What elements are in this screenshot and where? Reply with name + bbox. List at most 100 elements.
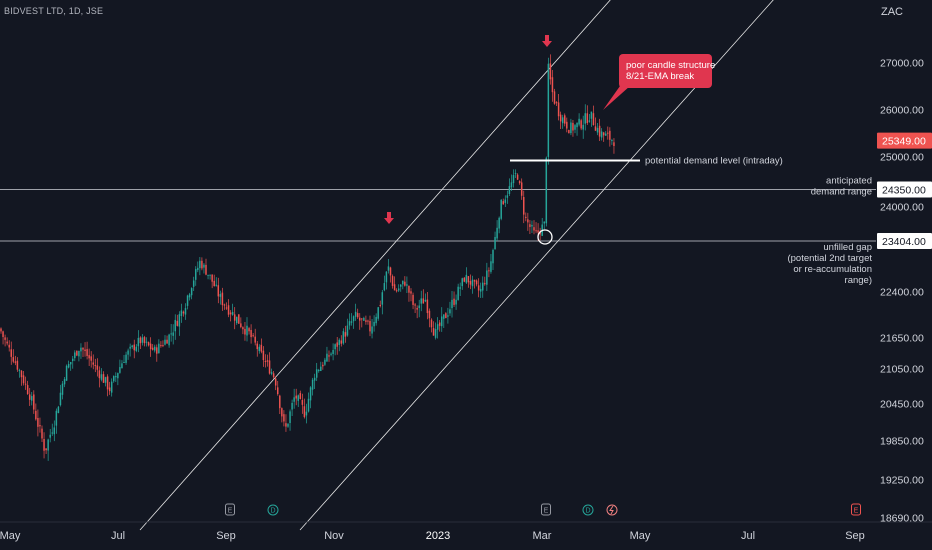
candle-body	[379, 304, 381, 306]
candle	[545, 156, 548, 227]
candle-body	[123, 362, 125, 364]
candle	[195, 266, 197, 286]
candle	[557, 93, 560, 121]
candle-body	[395, 290, 398, 292]
candle-body	[53, 427, 56, 435]
time-tick-label: Jul	[111, 530, 125, 542]
candle-body	[332, 349, 334, 355]
candle	[352, 315, 355, 329]
candle	[205, 258, 207, 276]
candle	[549, 54, 552, 85]
level-label-line: unfilled gap	[823, 242, 872, 253]
candle	[135, 344, 138, 353]
candle	[525, 212, 527, 222]
candle	[119, 359, 121, 374]
earnings-badge-frame	[851, 503, 861, 516]
candle	[301, 393, 304, 414]
candle-body	[199, 260, 201, 269]
candle	[229, 310, 232, 322]
earnings-badge[interactable]: E	[225, 503, 235, 516]
candle	[190, 287, 193, 300]
candle	[14, 355, 17, 366]
candle-body	[533, 227, 535, 231]
dividend-badge[interactable]: D	[267, 504, 279, 516]
candle-body	[598, 125, 601, 137]
candle-body	[250, 329, 252, 338]
arrow-shaft	[387, 212, 391, 218]
candle-body	[447, 315, 449, 317]
candle	[39, 417, 41, 433]
candle-body	[260, 344, 263, 352]
candle	[6, 337, 8, 346]
split-bolt-icon	[609, 505, 614, 515]
candle-body	[211, 274, 213, 282]
candle	[287, 423, 289, 428]
candle-body	[166, 339, 168, 344]
candle-body	[213, 280, 215, 287]
split-badge[interactable]	[606, 504, 618, 516]
candle	[80, 343, 82, 359]
candle	[498, 216, 500, 234]
candle-body	[576, 122, 578, 128]
candle	[154, 344, 156, 353]
candle-body	[416, 307, 418, 310]
candle-body	[520, 182, 523, 196]
candle	[512, 169, 515, 188]
candle-body	[422, 298, 425, 304]
candle	[166, 335, 168, 344]
candle	[4, 334, 6, 347]
earnings-badge[interactable]: E	[851, 503, 861, 516]
candle	[418, 299, 420, 318]
price-axis[interactable]: 27000.00 26000.00 25000.00 24000.00 22400.00…	[880, 58, 924, 525]
candle-body	[443, 314, 445, 319]
candle-body	[592, 113, 595, 126]
candle	[422, 289, 425, 304]
candle	[178, 311, 181, 336]
candle-body	[266, 360, 269, 362]
candle-body	[205, 264, 207, 275]
candle-body	[190, 288, 193, 296]
candle	[488, 267, 490, 278]
dividend-badge[interactable]: D	[582, 504, 594, 516]
candle-body	[125, 354, 127, 363]
candle	[24, 376, 27, 390]
candle	[63, 376, 66, 388]
candle	[223, 303, 226, 310]
candle-body	[88, 355, 90, 359]
candle-body	[393, 284, 396, 291]
candle-body	[436, 324, 439, 330]
candle	[551, 70, 554, 102]
candle	[67, 360, 70, 369]
price-badge-text: 24350.00	[882, 185, 926, 197]
time-tick-label: Nov	[324, 530, 344, 542]
candle-body	[441, 316, 443, 327]
candle-body	[33, 394, 35, 410]
candle	[367, 319, 369, 325]
candle	[291, 399, 293, 417]
candle-body	[475, 280, 478, 285]
candle-body	[498, 217, 500, 229]
candle	[477, 278, 480, 298]
candle	[309, 386, 312, 409]
candle	[541, 217, 543, 237]
time-axis[interactable]: May Jul Sep Nov 2023 Mar May Jul Sep	[0, 530, 865, 542]
candle-body	[80, 347, 82, 352]
candle	[143, 335, 146, 347]
candle	[184, 303, 187, 320]
candle-body	[297, 395, 299, 401]
candle-body	[492, 250, 494, 264]
candle	[424, 293, 427, 303]
candle-body	[438, 322, 441, 326]
candle-body	[102, 374, 105, 383]
candle-body	[488, 270, 490, 272]
earnings-badge-frame	[541, 503, 551, 516]
candle-body	[418, 305, 420, 309]
candle	[516, 173, 519, 181]
last-price-badge: 25349.00	[877, 132, 932, 149]
candle-body	[402, 280, 404, 285]
candle-body	[451, 299, 453, 309]
earnings-badge[interactable]: E	[541, 503, 551, 516]
arrow-shaft	[545, 35, 549, 41]
candle-body	[4, 337, 6, 340]
